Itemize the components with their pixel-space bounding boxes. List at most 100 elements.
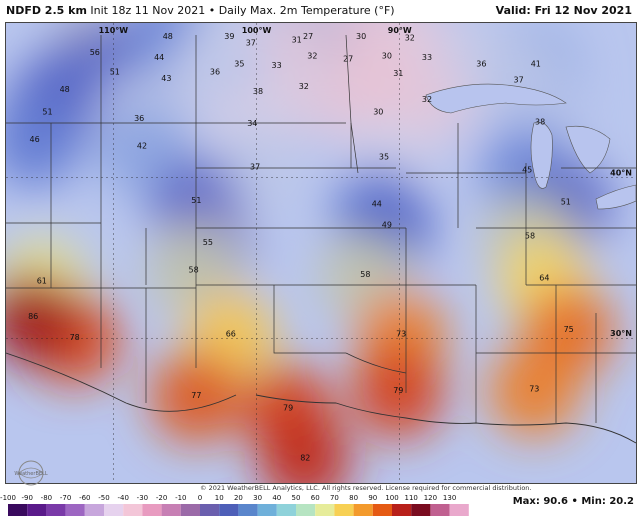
scale-swatch [430, 504, 450, 516]
scale-tick-label: 70 [330, 494, 339, 502]
logo-text: WeatherBELL [14, 471, 47, 477]
scale-swatch [27, 504, 47, 516]
scale-tick-label: 60 [311, 494, 320, 502]
scale-swatch [276, 504, 296, 516]
scale-swatch [411, 504, 431, 516]
temperature-value: 30 [382, 51, 392, 60]
scale-swatch [296, 504, 316, 516]
scale-swatch [449, 504, 469, 516]
scale-swatch [65, 504, 85, 516]
valid-time: Valid: Fri 12 Nov 2021 [495, 4, 632, 17]
temperature-value: 56 [90, 48, 100, 57]
temperature-value: 27 [303, 32, 313, 41]
temperature-value: 73 [529, 384, 539, 393]
temperature-value: 27 [343, 55, 353, 64]
temperature-value: 42 [137, 142, 147, 151]
temperature-value: 48 [60, 85, 70, 94]
scale-swatch [392, 504, 412, 516]
great-lakes [425, 83, 636, 210]
state-borders [6, 34, 636, 444]
lon-label: 100°W [242, 26, 272, 35]
map-title: NDFD 2.5 km Init 18z 11 Nov 2021 • Daily… [6, 4, 395, 17]
temperature-value: 31 [292, 35, 302, 44]
scale-tick-label: 30 [253, 494, 262, 502]
scale-tick-label: -20 [156, 494, 167, 502]
scale-swatch [200, 504, 220, 516]
temperature-value: 38 [253, 87, 263, 96]
temperature-value: 51 [110, 68, 120, 77]
lon-label: 110°W [99, 26, 129, 35]
scale-swatch [315, 504, 335, 516]
temperature-value: 36 [210, 68, 220, 77]
temperature-value: 64 [539, 273, 549, 282]
scale-swatch [372, 504, 392, 516]
scale-tick-label: 110 [405, 494, 418, 502]
temperature-value: 37 [246, 39, 256, 48]
temperature-map: 110°W 100°W 90°W 40°N 30°N 48 39 37 31 27 30 32 56 4… [5, 22, 637, 484]
scale-tick-label: 50 [292, 494, 301, 502]
temperature-value: 37 [514, 76, 524, 85]
temperature-value: 51 [42, 108, 52, 117]
scale-tick-label: 10 [215, 494, 224, 502]
lat-lon-grid: 110°W 100°W 90°W 40°N 30°N [6, 23, 636, 483]
scale-tick-label: 40 [272, 494, 281, 502]
scale-swatch [353, 504, 373, 516]
scale-swatch [123, 504, 143, 516]
scale-swatch [334, 504, 354, 516]
temperature-value: 32 [405, 34, 415, 43]
temperature-value: 66 [226, 330, 236, 339]
scale-tick-label: -100 [0, 494, 16, 502]
temperature-value: 30 [373, 108, 383, 117]
temperature-value: 34 [247, 119, 257, 128]
temperature-value: 44 [154, 53, 164, 62]
temperature-value: 33 [272, 61, 282, 70]
temperature-value: 58 [189, 265, 199, 274]
init-time: Init 18z 11 Nov 2021 [90, 4, 206, 17]
temperature-value: 45 [522, 166, 532, 175]
temperature-value: 55 [203, 238, 213, 247]
scale-tick-label: 100 [385, 494, 398, 502]
weatherbell-logo: WeatherBELL [10, 458, 52, 488]
product-name: NDFD 2.5 km [6, 4, 87, 17]
temperature-value: 58 [360, 270, 370, 279]
temperature-value: 79 [393, 386, 403, 395]
temperature-value: 31 [393, 69, 403, 78]
lat-label: 30°N [610, 329, 632, 338]
scale-tick-label: -60 [79, 494, 90, 502]
scale-swatch [84, 504, 104, 516]
scale-tick-label: -80 [41, 494, 52, 502]
scale-tick-label: 120 [424, 494, 437, 502]
scale-swatch [142, 504, 162, 516]
scale-tick-label: -70 [60, 494, 71, 502]
temperature-value: 36 [134, 114, 144, 123]
temperature-value: 78 [70, 333, 80, 342]
scale-swatch [219, 504, 239, 516]
temperature-value: 33 [422, 53, 432, 62]
temperature-value: 51 [191, 196, 201, 205]
scale-tick-label: 20 [234, 494, 243, 502]
temperature-value: 58 [525, 232, 535, 241]
scale-tick-label: -40 [117, 494, 128, 502]
scale-swatch [161, 504, 181, 516]
temperature-value: 82 [300, 454, 310, 463]
temperature-value: 73 [396, 330, 406, 339]
temperature-value: 44 [372, 199, 382, 208]
scale-swatch [8, 504, 28, 516]
color-scale: -100 -90 -80 -70 -60 -50 -40 -30 -20 -10 0 10 20 30 40… [0, 494, 469, 516]
temperature-value: 49 [382, 220, 392, 229]
temperature-value: 79 [283, 404, 293, 413]
scale-tick-label: -30 [137, 494, 148, 502]
scale-tick-label: -50 [98, 494, 109, 502]
temperature-value: 46 [30, 135, 40, 144]
temperature-value: 38 [535, 117, 545, 126]
temperature-value: 75 [564, 325, 574, 334]
scale-tick-label: -90 [21, 494, 32, 502]
temperature-value: 32 [299, 82, 309, 91]
temperature-value: 48 [163, 32, 173, 41]
temperature-value: 30 [356, 32, 366, 41]
scale-swatch [238, 504, 258, 516]
temperature-value: 51 [561, 198, 571, 207]
scale-tick-label: 80 [349, 494, 358, 502]
